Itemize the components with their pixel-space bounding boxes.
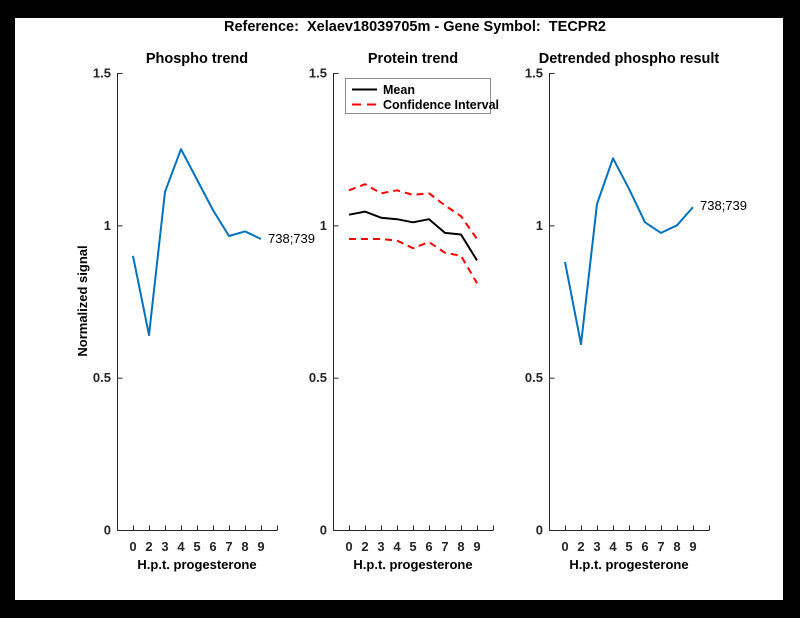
mean-line (348, 210, 478, 261)
x-tick-label: 3 (377, 539, 384, 554)
x-tick-label: 4 (177, 539, 185, 554)
x-tick-label: 5 (409, 539, 416, 554)
detrended-phospho-signal-line (564, 157, 694, 346)
y-tick-label: 1 (104, 218, 111, 233)
y-tick-label: 1.5 (93, 66, 111, 81)
legend-frame (345, 78, 491, 114)
x-tick-label: 4 (393, 539, 401, 554)
x-tick-label: 3 (593, 539, 600, 554)
x-tick-label: 3 (161, 539, 168, 554)
x-tick-label: 8 (673, 539, 680, 554)
series-layer (132, 148, 694, 346)
x-tick-label: 9 (257, 539, 264, 554)
x-tick-label: 6 (641, 539, 648, 554)
y-tick-label: 1 (536, 218, 543, 233)
x-tick-label: 5 (193, 539, 200, 554)
y-tick-label: 0 (320, 523, 327, 538)
x-tick-label: 6 (209, 539, 216, 554)
y-tick-label: 1.5 (525, 66, 543, 81)
x-tick-label: 4 (609, 539, 617, 554)
x-tick-label: 9 (473, 539, 480, 554)
x-tick-label: 7 (657, 539, 664, 554)
y-tick-label: 0 (536, 523, 543, 538)
annotation-phospho-end: 738;739 (268, 231, 315, 246)
subplot-title-protein-trend: Protein trend (368, 51, 458, 67)
legend-box: Mean Confidence Interval (345, 78, 499, 114)
subplot-title-phospho-trend: Phospho trend (146, 51, 248, 67)
y-tick-label: 1.5 (309, 66, 327, 81)
x-tick-label: 5 (625, 539, 632, 554)
x-tick-label: 8 (457, 539, 464, 554)
xlabel-detrended: H.p.t. progesterone (569, 557, 688, 572)
x-tick-label: 2 (577, 539, 584, 554)
annotation-detrended-end: 738;739 (700, 198, 747, 213)
axes-layer: 00.511.50 2 3 4 5 6 7 8 900.511.50 2 3 4 5 6 7 8 900.511… (93, 66, 710, 554)
x-tick-label: 7 (225, 539, 232, 554)
xlabel-protein: H.p.t. progesterone (353, 557, 472, 572)
y-tick-label: 0.5 (525, 370, 543, 385)
subplot-title-detrended-result: Detrended phospho result (539, 51, 720, 67)
x-tick-label: 6 (425, 539, 432, 554)
x-tick-label: 0 (129, 539, 136, 554)
legend-label-confidence-interval: Confidence Interval (383, 98, 499, 112)
confidence-lower-line (349, 238, 478, 284)
x-tick-label: 7 (441, 539, 448, 554)
y-tick-label: 0 (104, 523, 111, 538)
x-tick-label: 8 (241, 539, 248, 554)
x-tick-label: 2 (145, 539, 152, 554)
y-tick-label: 0.5 (309, 370, 327, 385)
figure-title: Reference: Xelaev18039705m - Gene Symbol… (224, 19, 606, 35)
x-tick-label: 0 (345, 539, 352, 554)
y-tick-label: 1 (320, 218, 327, 233)
x-tick-label: 2 (361, 539, 368, 554)
y-tick-label: 0.5 (93, 370, 111, 385)
ylabel-normalized-signal: Normalized signal (75, 245, 90, 356)
x-tick-label: 9 (689, 539, 696, 554)
xlabel-phospho: H.p.t. progesterone (137, 557, 256, 572)
phospho-signal-line (132, 148, 262, 336)
legend-label-mean: Mean (383, 83, 415, 97)
x-tick-label: 0 (561, 539, 568, 554)
